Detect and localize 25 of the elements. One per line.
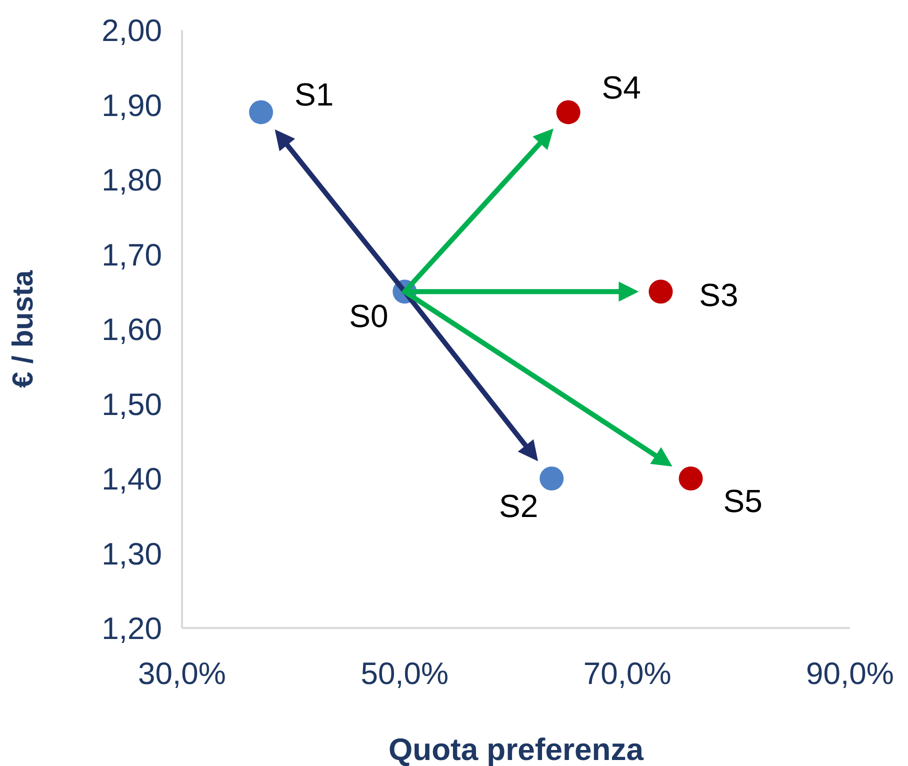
annotation: S5 [723,482,762,519]
point [249,100,274,124]
y-axis-title: € / busta [7,269,40,388]
y-tick-label: 1,50 [102,386,162,422]
annotation: S2 [499,488,538,524]
x-tick-label: 50,0% [360,656,449,692]
y-tick-label: 1,60 [102,312,162,348]
y-tick-label: 1,70 [102,237,162,272]
annotation: S4 [602,70,641,106]
y-tick-label: 2,00 [102,13,162,48]
point [540,466,564,490]
point [556,100,580,124]
annotation: S0 [349,298,388,334]
annotation: S1 [294,76,334,113]
y-tick-label: 1,30 [102,536,162,572]
point [648,280,673,304]
x-tick-label: 30,0% [138,656,226,692]
y-tick-label: 1,90 [102,88,162,123]
y-tick-label: 1,80 [102,162,162,198]
point [678,466,703,490]
annotation: S3 [699,277,738,314]
y-tick-label: 1,20 [102,611,162,646]
y-tick-label: 1,40 [102,462,162,497]
x-tick-label: 90,0% [806,656,894,692]
x-tick-label: 70,0% [583,656,672,692]
